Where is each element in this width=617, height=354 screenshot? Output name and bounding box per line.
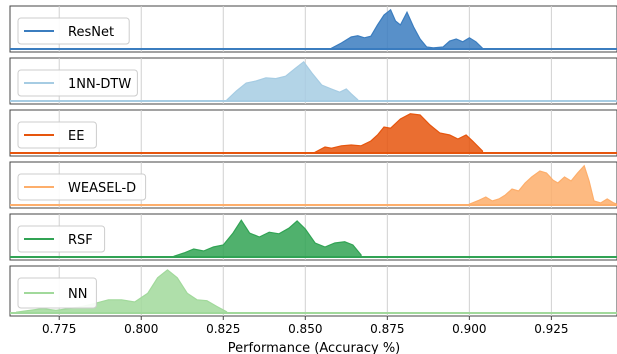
legend-box <box>17 277 97 309</box>
legend-label: EE <box>68 129 84 144</box>
panels: ResNet 1NN-DTW EE WEASEL-D RSF NN <box>9 5 617 317</box>
legend-resnet: ResNet <box>17 17 130 45</box>
density-area-rsf <box>173 219 362 258</box>
legend-label: 1NN-DTW <box>68 77 131 92</box>
x-tick-label: 0.900 <box>452 322 486 336</box>
x-tick-label: 0.875 <box>370 322 404 336</box>
panel-weasel-d: WEASEL-D <box>9 161 617 209</box>
legend-box <box>17 17 130 45</box>
legend-label: NN <box>68 287 87 302</box>
legend-label: WEASEL-D <box>68 181 136 196</box>
panel-frame <box>9 109 617 157</box>
legend-box <box>17 173 147 201</box>
x-axis-label: Performance (Accuracy %) <box>228 341 401 354</box>
legend-nn: NN <box>17 277 97 309</box>
density-area-ee <box>314 113 484 154</box>
panel-rsf: RSF <box>9 213 617 261</box>
legend-ee: EE <box>17 121 97 149</box>
density-area-1nn-dtw <box>226 60 359 102</box>
legend-box <box>17 69 138 97</box>
legend-box <box>17 225 106 253</box>
panel-1nn-dtw: 1NN-DTW <box>9 57 617 105</box>
legend-label: RSF <box>68 233 93 248</box>
legend-box <box>17 121 97 149</box>
panel-nn: NN <box>9 265 617 317</box>
density-area-weasel-d <box>468 164 617 206</box>
x-axis-ticks: 0.775 0.800 0.825 0.850 0.875 0.900 0.925 <box>42 316 569 336</box>
x-tick-label: 0.800 <box>124 322 158 336</box>
legend-1nn-dtw: 1NN-DTW <box>17 69 138 97</box>
legend-rsf: RSF <box>17 225 106 253</box>
panel-resnet: ResNet <box>9 5 617 53</box>
legend-label: ResNet <box>68 25 114 40</box>
x-tick-label: 0.850 <box>288 322 322 336</box>
x-tick-label: 0.825 <box>206 322 240 336</box>
x-tick-label: 0.925 <box>534 322 568 336</box>
density-area-resnet <box>330 8 484 50</box>
legend-weasel-d: WEASEL-D <box>17 173 147 201</box>
x-tick-label: 0.775 <box>42 322 76 336</box>
panel-ee: EE <box>9 109 617 157</box>
density-area-nn <box>16 269 228 314</box>
